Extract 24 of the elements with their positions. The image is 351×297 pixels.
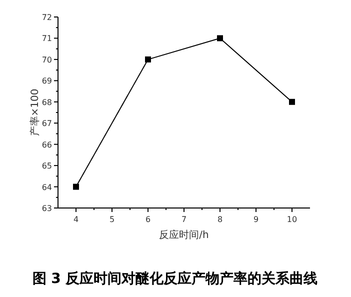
x-tick-label: 9 — [253, 215, 259, 224]
x-tick-label: 10 — [286, 215, 298, 224]
x-tick-label: 4 — [73, 215, 79, 224]
point — [289, 98, 295, 105]
y-axis-title: 产率×100 — [29, 88, 41, 136]
y-tick-label: 63 — [42, 204, 52, 213]
point — [217, 35, 223, 42]
x-axis-title: 反应时间/h — [159, 229, 209, 241]
x-tick-label: 6 — [145, 215, 151, 224]
point — [145, 56, 151, 62]
y-tick-label: 65 — [42, 162, 52, 171]
y-tick-label: 67 — [42, 119, 52, 128]
y-tick-label: 66 — [42, 140, 52, 150]
x-tick-label: 5 — [109, 215, 115, 224]
y-tick-label: 64 — [42, 182, 52, 192]
point — [73, 184, 79, 190]
x-tick-label: 8 — [217, 215, 223, 224]
y-tick-label: 68 — [42, 98, 52, 107]
caption: 图 3 反应时间对醚化反应产物产率的关系曲线 — [32, 270, 318, 287]
x-tick-label: 7 — [181, 215, 187, 224]
y-tick-label: 70 — [42, 55, 52, 64]
y-tick-label: 69 — [42, 76, 52, 86]
y-tick-label: 71 — [42, 34, 52, 44]
y-tick-label: 72 — [42, 13, 52, 22]
